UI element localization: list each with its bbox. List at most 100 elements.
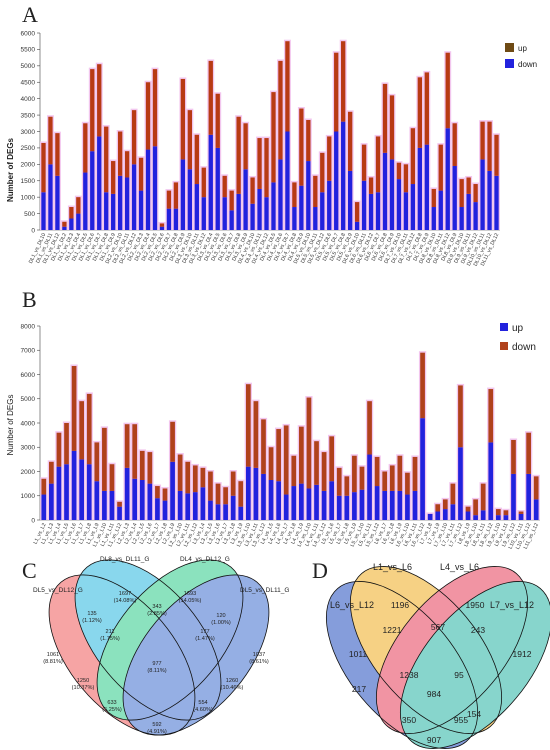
bar-down — [389, 465, 395, 491]
legend-label-up: up — [518, 44, 527, 53]
bar-down — [435, 504, 441, 512]
y-tick-label: 1000 — [21, 493, 36, 500]
bar-up — [321, 490, 327, 520]
bar-up — [49, 483, 54, 520]
bar-down — [445, 128, 450, 230]
bar-down — [396, 179, 402, 230]
bar-down — [314, 441, 319, 485]
bar-up — [177, 490, 183, 520]
bar-up — [480, 121, 485, 160]
bar-up — [94, 481, 100, 520]
bar-down — [503, 510, 509, 516]
bar-up — [117, 131, 123, 176]
venn-c-region-count: 120 — [216, 613, 225, 619]
bar-up — [412, 490, 418, 520]
venn-c-region-count: 211 — [106, 629, 115, 635]
bar-down — [533, 476, 539, 500]
bar-up — [187, 110, 193, 170]
bar-down — [438, 190, 443, 230]
bar-down — [334, 131, 339, 230]
panel-d-letter: D — [312, 558, 328, 583]
bar-down — [306, 397, 312, 489]
bar-up — [403, 164, 409, 193]
bar-down — [465, 506, 471, 512]
bar-down — [336, 467, 342, 496]
bar-down — [299, 185, 304, 230]
bar-up — [194, 134, 199, 185]
bar-down — [159, 226, 165, 230]
bar-up — [132, 478, 138, 520]
venn-c-region-count: 633 — [107, 700, 116, 706]
bar-down — [417, 147, 423, 230]
bar-down — [341, 121, 346, 230]
bar-up — [162, 500, 168, 520]
legend-label-down: down — [518, 60, 537, 69]
bar-up — [170, 461, 175, 520]
bar-up — [283, 494, 289, 520]
bar-down — [76, 213, 81, 230]
bar-up — [480, 510, 486, 520]
panel-a-legend: up down — [505, 43, 537, 69]
venn-c-region-count: 977 — [152, 661, 161, 667]
bar-down — [291, 455, 297, 487]
bar-up — [261, 473, 266, 520]
venn-c-region-percent: (4.60%) — [193, 707, 213, 713]
bar-up — [145, 82, 151, 150]
bar-down — [424, 144, 429, 230]
bar-down — [487, 170, 492, 230]
bar-down — [162, 488, 168, 501]
bar-down — [55, 175, 60, 230]
venn-d-region-count: 567 — [431, 622, 445, 632]
bar-down — [185, 461, 191, 494]
y-tick-label: 5500 — [21, 47, 36, 54]
bar-down — [320, 192, 325, 230]
venn-d-region-count: 984 — [427, 689, 441, 699]
bar-up — [245, 466, 251, 520]
bar-down — [187, 169, 193, 230]
bar-down — [124, 177, 130, 230]
bar-up — [86, 464, 92, 520]
venn-d-region-count: 95 — [454, 670, 464, 680]
panel-d-venn: D L6_vs_L12 L1_vs_L6 L4_vs_L6 L7_vs_L12 … — [312, 558, 550, 749]
y-tick-label: 4500 — [21, 80, 36, 87]
bar-down — [466, 193, 471, 230]
bar-down — [64, 423, 69, 465]
venn-c-set-4 — [123, 574, 269, 736]
panel-a-y-axis-label: Number of DEGs — [6, 137, 15, 202]
bar-up — [341, 41, 346, 122]
bar-up — [494, 134, 499, 176]
panel-b-axes: 0 1000 2000 3000 4000 5000 6000 7000 8000 — [21, 323, 540, 524]
bar-down — [200, 467, 206, 488]
bar-down — [79, 401, 85, 460]
bar-down — [389, 159, 395, 230]
bar-down — [94, 442, 100, 482]
bar-up — [257, 138, 262, 189]
bar-down — [173, 208, 179, 230]
bar-up — [452, 123, 457, 166]
venn-d-region-count: 1950 — [466, 600, 485, 610]
bar-up — [374, 486, 380, 520]
bar-up — [62, 221, 67, 227]
bar-up — [56, 466, 62, 520]
bar-up — [334, 52, 339, 132]
bar-down — [473, 202, 478, 230]
bar-down — [41, 478, 47, 495]
bar-up — [465, 511, 471, 520]
bar-up — [487, 121, 492, 171]
bar-up — [276, 481, 281, 520]
panel-a-axes: 0 500 1000 1500 2000 2500 3000 3500 4000 4500 5000… — [21, 30, 500, 234]
legend-swatch-up — [500, 323, 508, 331]
panel-a-x-tick-labels: DL1_vs_DL10DL1_vs_DL11DL1_vs_DL12DL1_vs_… — [28, 232, 500, 267]
bar-up — [299, 483, 304, 520]
bar-up — [264, 138, 269, 198]
y-tick-label: 2000 — [21, 469, 36, 476]
bar-up — [327, 136, 332, 181]
bar-up — [488, 442, 494, 520]
bar-down — [222, 197, 227, 230]
venn-d-region-count: 1196 — [391, 600, 410, 610]
bar-up — [435, 511, 441, 520]
bar-down — [48, 164, 53, 230]
bar-up — [417, 77, 423, 148]
bar-up — [236, 116, 241, 194]
bar-down — [405, 472, 410, 495]
